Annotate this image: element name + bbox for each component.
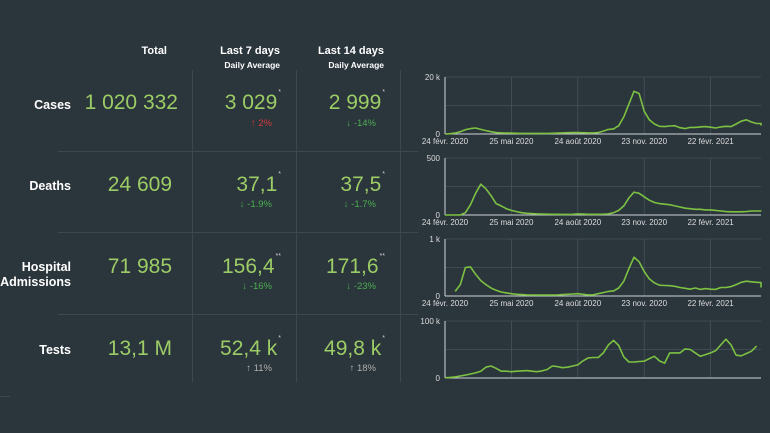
tests-7d-change: ↑ 11% [246, 363, 272, 374]
y-tick-label: 20 k [425, 73, 441, 82]
header-total: Total [100, 45, 167, 57]
y-tick-label: 0 [436, 374, 441, 383]
hospital-14d-change: ↓ -23% [346, 281, 376, 292]
x-tick-label: 25 mai 2020 [489, 299, 534, 308]
x-tick-label: 22 févr. 2021 [687, 218, 734, 227]
header-total-title: Total [141, 45, 167, 57]
hospital-14d-value: 171,6** [325, 253, 385, 278]
hospital-7d-change: ↓ -16% [242, 281, 272, 292]
y-tick-label: 0 [436, 211, 441, 220]
x-tick-label: 23 nov. 2020 [621, 137, 667, 146]
tests-14d-change: ↑ 18% [349, 363, 376, 374]
column-divider [192, 70, 193, 382]
x-tick-label: 24 août 2020 [554, 218, 601, 227]
cases-7d-change: ↑ 2% [250, 118, 272, 129]
cases-14d-change: ↓ -14% [346, 118, 376, 129]
arrow-down-icon: ↓ [239, 199, 245, 210]
row-divider [58, 314, 418, 315]
cases-chart: 0 20 k 24 févr. 2020 25 mai 2020 24 août 202… [422, 73, 762, 146]
x-tick-label: 22 févr. 2021 [687, 137, 734, 146]
deaths-chart: 0 500 24 févr. 2020 25 mai 2020 24 août 2020… [422, 154, 762, 227]
x-tick-label: 22 févr. 2021 [687, 299, 734, 308]
column-divider [296, 70, 297, 382]
y-tick-label: 1 k [429, 235, 441, 244]
cases-7d-value: 3 029* [224, 89, 281, 114]
x-tick-label: 23 nov. 2020 [621, 218, 667, 227]
hospital-admissions-chart: 0 1 k 24 févr. 2020 25 mai 2020 24 août 2020… [422, 235, 762, 308]
arrow-down-icon: ↓ [242, 281, 248, 292]
header-last-14-days: Last 14 days Daily Average [300, 45, 384, 70]
x-tick-label: 24 févr. 2020 [422, 299, 469, 308]
tests-14d-value: 49,8 k* [324, 335, 385, 360]
cases-14d-value: 2 999* [328, 89, 385, 114]
series-line-deaths [445, 183, 762, 216]
deaths-14d-change: ↓ -1.7% [343, 199, 376, 210]
series-line-cases [444, 90, 762, 135]
y-tick-label: 0 [436, 130, 441, 139]
x-tick-label: 24 août 2020 [554, 137, 601, 146]
deaths-7d-change: ↓ -1.9% [239, 199, 272, 210]
arrow-down-icon: ↓ [343, 199, 349, 210]
deaths-total: 24 609 [107, 173, 172, 196]
row-label-tests: Tests [39, 343, 71, 357]
x-tick-label: 25 mai 2020 [489, 137, 534, 146]
x-tick-label: 24 févr. 2020 [422, 137, 469, 146]
row-divider [58, 151, 418, 152]
arrow-up-icon: ↑ [246, 363, 252, 374]
tests-total: 13,1 M [107, 337, 172, 360]
header-last-7-days: Last 7 days Daily Average [200, 45, 280, 70]
y-tick-label: 0 [436, 292, 441, 301]
header-last-14-days-subtitle: Daily Average [328, 60, 384, 70]
hospital-7d-value: 156,4** [221, 253, 281, 278]
header-last-7-days-title: Last 7 days [220, 45, 280, 57]
column-divider [400, 70, 401, 382]
tests-7d-value: 52,4 k* [220, 335, 281, 360]
x-tick-label: 23 nov. 2020 [621, 299, 667, 308]
y-tick-label: 500 [427, 154, 441, 163]
tests-chart: 0 100 k [420, 317, 761, 383]
row-label-hospital-admissions: Hospital Admissions [0, 260, 71, 289]
x-tick-label: 25 mai 2020 [489, 218, 534, 227]
header-last-7-days-subtitle: Daily Average [224, 60, 280, 70]
cases-total: 1 020 332 [84, 91, 178, 114]
row-divider [58, 232, 418, 233]
header-last-14-days-title: Last 14 days [317, 45, 384, 57]
deaths-7d-value: 37,1* [236, 171, 281, 196]
deaths-14d-value: 37,5* [340, 171, 385, 196]
arrow-up-icon: ↑ [250, 118, 256, 129]
x-tick-label: 24 août 2020 [554, 299, 601, 308]
series-line-tests [444, 338, 758, 379]
arrow-up-icon: ↑ [349, 363, 355, 374]
arrow-down-icon: ↓ [346, 118, 352, 129]
y-tick-label: 100 k [420, 317, 441, 326]
x-tick-label: 24 févr. 2020 [422, 218, 469, 227]
row-label-deaths: Deaths [29, 179, 71, 193]
arrow-down-icon: ↓ [346, 281, 352, 292]
hospital-total: 71 985 [107, 255, 172, 278]
series-line-hospital-admissions [454, 256, 762, 296]
row-divider [0, 396, 10, 397]
row-label-cases: Cases [34, 98, 71, 112]
